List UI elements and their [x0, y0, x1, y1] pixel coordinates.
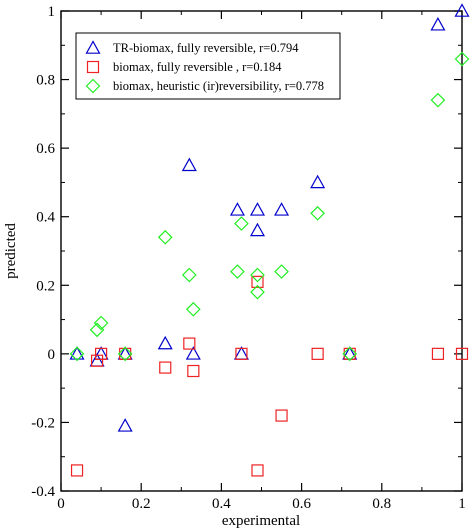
square-point: [343, 347, 356, 360]
y-tick-label: 0.8: [36, 73, 55, 89]
square-point: [119, 347, 132, 360]
square-point: [187, 364, 200, 378]
legend-label: TR-biomax, fully reversible, r=0.794: [113, 41, 299, 55]
diamond-point: [230, 264, 245, 279]
legend-triangle-marker: [85, 40, 101, 54]
square-point: [90, 354, 104, 367]
y-tick-label: 0.6: [36, 141, 55, 157]
square-point: [455, 347, 469, 360]
diamond-point: [69, 346, 85, 362]
diamond-point: [454, 51, 470, 67]
diamond-point: [274, 264, 289, 279]
triangle-point: [229, 202, 245, 216]
triangle-point: [233, 346, 249, 360]
triangle-point: [310, 174, 326, 189]
diamond-point: [342, 346, 358, 362]
x-tick-label: 0.2: [132, 496, 151, 512]
square-point: [251, 275, 264, 288]
y-tick-label: 0.2: [36, 278, 55, 294]
diamond-point: [117, 346, 133, 362]
y-tick-label: 0: [48, 347, 56, 363]
diamond-point: [185, 301, 201, 317]
y-tick-label: 1: [48, 4, 56, 20]
triangle-point: [157, 335, 173, 350]
triangle-point: [93, 346, 109, 360]
legend-diamond-marker: [85, 78, 101, 94]
square-point: [70, 464, 84, 477]
y-axis-label: predicted: [3, 223, 19, 279]
diamond-point: [93, 315, 109, 331]
triangle-point: [69, 346, 85, 360]
square-point: [251, 464, 264, 477]
data-markers: [69, 3, 470, 477]
x-tick-label: 0: [57, 496, 65, 512]
diamond-point: [181, 267, 197, 283]
series-triangle: [69, 3, 470, 432]
diamond-point: [250, 267, 265, 283]
square-point: [431, 347, 445, 360]
legend-box: [75, 32, 341, 100]
triangle-point: [89, 352, 105, 367]
axis-ticks: 0 0.2 0.4 0.6 0.8 1 -0.4 -0.2 0 0.2 0.4 0.6 0.8 1: [31, 4, 466, 512]
diamond-point: [430, 92, 446, 108]
square-point: [311, 347, 324, 360]
square-point: [235, 347, 248, 360]
legend-label: biomax, fully reversible , r=0.184: [113, 60, 282, 74]
series-square: [70, 275, 469, 477]
y-tick-label: 0.4: [36, 210, 55, 226]
square-point: [94, 347, 108, 360]
triangle-point: [117, 418, 133, 432]
triangle-point: [249, 222, 266, 237]
triangle-point: [454, 3, 470, 17]
x-tick-label: 0.6: [292, 496, 311, 512]
triangle-point: [181, 157, 197, 172]
diamond-point: [157, 229, 173, 245]
y-tick-label: -0.2: [31, 415, 55, 431]
x-tick-label: 1: [458, 496, 466, 512]
triangle-point: [185, 346, 201, 360]
triangle-point: [274, 202, 290, 216]
legend: TR-biomax, fully reversible, r=0.794 biom…: [75, 32, 341, 100]
x-tick-label: 0.4: [212, 496, 231, 512]
series-diamond: [69, 51, 470, 362]
triangle-point: [117, 346, 133, 360]
diamond-point: [310, 205, 325, 221]
x-tick-label: 0.8: [372, 496, 391, 512]
y-tick-label: -0.4: [31, 484, 55, 500]
diamond-point: [89, 322, 105, 338]
x-axis-label: experimental: [222, 513, 300, 529]
square-point: [183, 337, 196, 350]
diamond-point: [250, 284, 265, 300]
triangle-point: [342, 346, 358, 360]
triangle-point: [430, 16, 446, 31]
square-point: [275, 409, 288, 422]
square-point: [159, 361, 172, 374]
diamond-point: [234, 216, 249, 231]
triangle-point: [249, 202, 266, 216]
legend-label: biomax, heuristic (ir)reversibility, r=0…: [113, 79, 324, 93]
legend-square-marker: [86, 60, 100, 74]
